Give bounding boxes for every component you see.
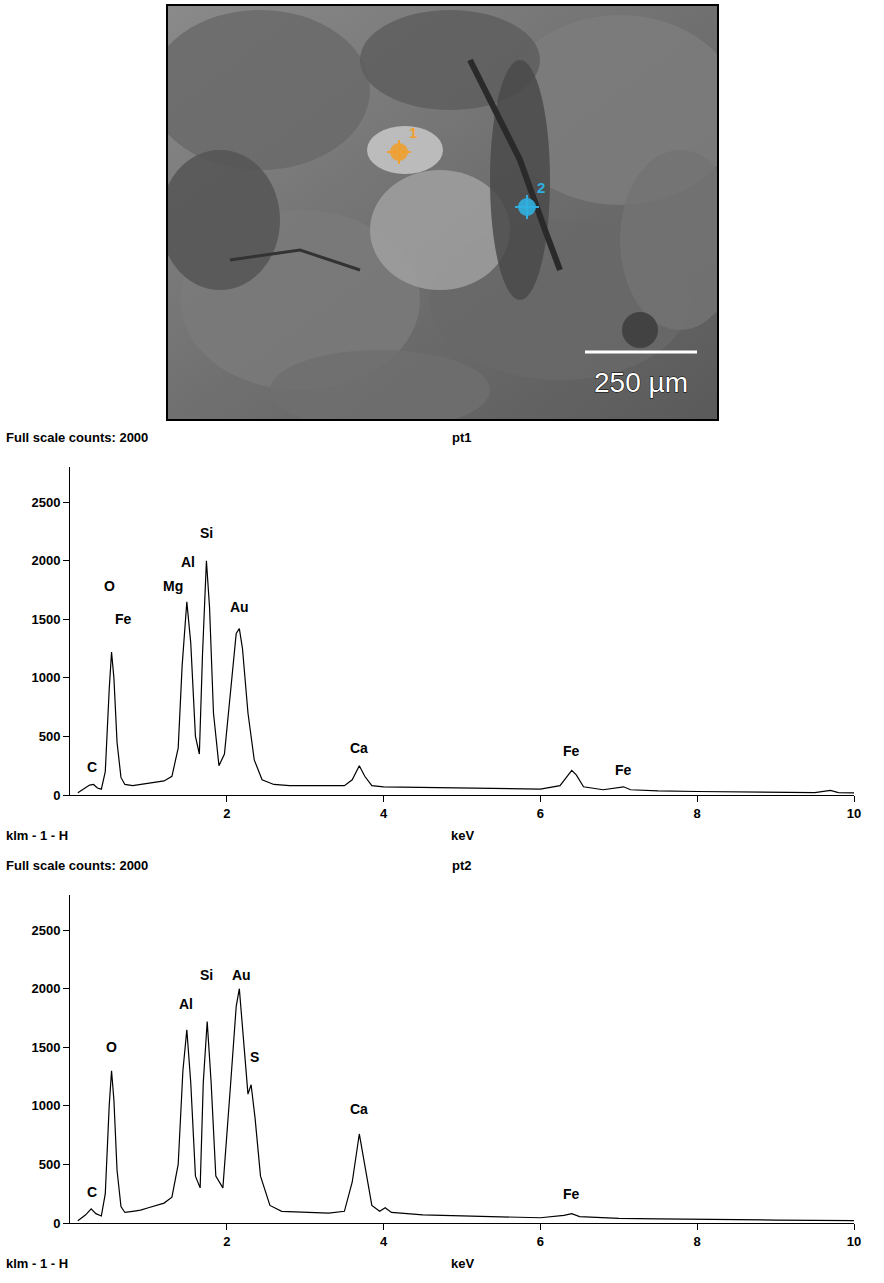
svg-text:O: O	[106, 1039, 117, 1055]
svg-text:8: 8	[694, 806, 701, 821]
svg-text:0: 0	[53, 788, 60, 803]
svg-text:Mg: Mg	[163, 578, 183, 594]
svg-text:Si: Si	[200, 525, 213, 541]
svg-text:C: C	[87, 759, 97, 775]
svg-text:10: 10	[847, 1234, 861, 1249]
svg-text:500: 500	[39, 1157, 61, 1172]
svg-text:Full scale counts: 2000: Full scale counts: 2000	[6, 858, 148, 873]
svg-text:O: O	[104, 578, 115, 594]
svg-text:2: 2	[537, 179, 545, 196]
svg-text:Fe: Fe	[563, 1186, 580, 1202]
svg-text:Full scale counts: 2000: Full scale counts: 2000	[6, 430, 148, 445]
svg-text:6: 6	[537, 1234, 544, 1249]
svg-text:2000: 2000	[31, 553, 60, 568]
svg-text:Fe: Fe	[615, 762, 632, 778]
svg-text:2: 2	[223, 806, 230, 821]
svg-text:S: S	[250, 1049, 259, 1065]
svg-text:1500: 1500	[31, 1040, 60, 1055]
svg-text:klm - 1 - H: klm - 1 - H	[6, 1256, 68, 1271]
svg-text:1: 1	[409, 124, 417, 141]
svg-text:klm - 1 - H: klm - 1 - H	[6, 828, 68, 843]
svg-text:keV: keV	[451, 1256, 474, 1271]
svg-text:500: 500	[39, 729, 61, 744]
svg-text:2: 2	[223, 1234, 230, 1249]
svg-text:6: 6	[537, 806, 544, 821]
svg-text:2500: 2500	[31, 495, 60, 510]
svg-text:2000: 2000	[31, 981, 60, 996]
svg-text:keV: keV	[451, 828, 474, 843]
svg-text:Ca: Ca	[350, 1101, 368, 1117]
svg-text:0: 0	[53, 1216, 60, 1231]
svg-text:Au: Au	[230, 599, 249, 615]
svg-text:1000: 1000	[31, 1098, 60, 1113]
svg-text:250 µm: 250 µm	[594, 367, 688, 398]
svg-text:pt2: pt2	[452, 858, 472, 873]
svg-text:4: 4	[380, 806, 388, 821]
svg-text:Ca: Ca	[350, 740, 368, 756]
svg-text:Fe: Fe	[115, 611, 132, 627]
svg-text:Al: Al	[179, 996, 193, 1012]
svg-text:Au: Au	[232, 967, 251, 983]
svg-text:2500: 2500	[31, 923, 60, 938]
svg-text:10: 10	[847, 806, 861, 821]
svg-text:pt1: pt1	[452, 430, 472, 445]
svg-text:C: C	[87, 1184, 97, 1200]
svg-text:Fe: Fe	[563, 743, 580, 759]
svg-text:Al: Al	[181, 554, 195, 570]
svg-text:8: 8	[694, 1234, 701, 1249]
svg-text:1500: 1500	[31, 612, 60, 627]
svg-text:Si: Si	[200, 967, 213, 983]
svg-text:1000: 1000	[31, 670, 60, 685]
svg-text:4: 4	[380, 1234, 388, 1249]
